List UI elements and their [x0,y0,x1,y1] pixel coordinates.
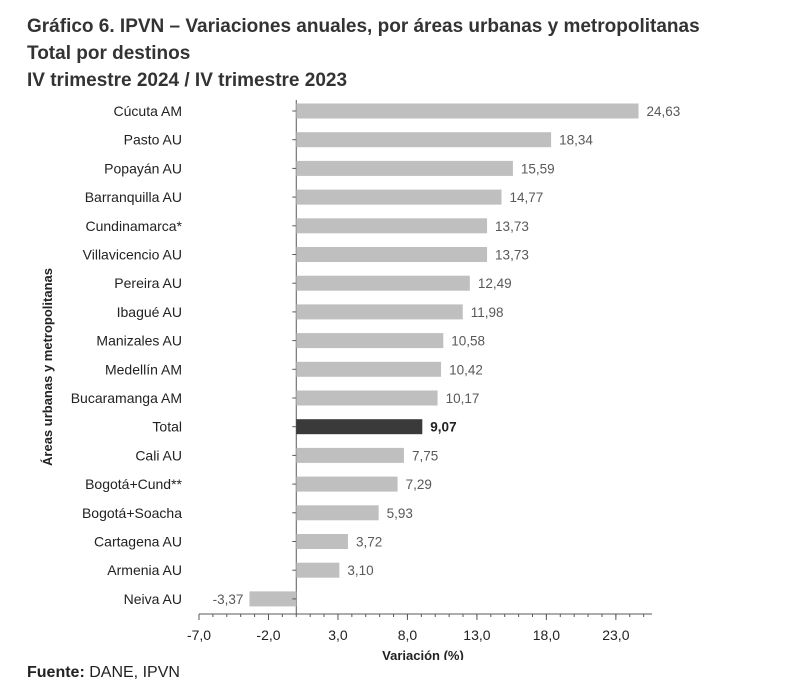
category-label: Medellín AM [105,361,182,377]
bar [249,591,297,607]
value-label: 7,29 [406,477,432,492]
chart-title: Gráfico 6. IPVN – Variaciones anuales, p… [27,16,700,37]
bar [296,476,398,492]
bar [296,333,444,349]
bar [296,447,404,463]
value-label: 15,59 [521,161,555,176]
bar [296,275,470,291]
source-label: Fuente: [27,664,85,681]
bar [296,189,502,205]
value-label: 12,49 [478,276,512,291]
chart-subtitle: Total por destinos [27,43,191,64]
value-label: 9,07 [430,420,456,435]
bar [296,103,639,119]
x-tick-label: -7,0 [187,627,211,643]
value-label: 5,93 [387,506,413,521]
bar [296,247,488,262]
bar [296,505,379,521]
bar [296,160,513,176]
category-label: Armenia AU [107,562,182,578]
value-label: 10,17 [446,391,480,406]
category-label: Cúcuta AM [114,103,182,119]
bar [296,218,488,234]
category-label: Cali AU [135,447,182,463]
category-label: Neiva AU [124,591,182,607]
x-tick-label: 8,0 [398,627,418,643]
x-tick-label: 3,0 [328,627,348,643]
category-label: Bogotá+Soacha [82,505,182,521]
category-label: Total [152,419,182,435]
value-label: 24,63 [647,104,681,119]
category-label: Cundinamarca* [86,218,183,234]
value-label: 14,77 [510,190,544,205]
x-axis-title: Variación (%) [382,648,464,660]
bar [296,562,340,578]
category-label: Popayán AU [104,160,182,176]
x-tick-label: 13,0 [463,627,490,643]
category-label: Bucaramanga AM [71,390,182,406]
value-label: 18,34 [559,133,593,148]
bar [296,304,463,320]
x-tick-label: 18,0 [533,627,560,643]
value-label: 3,10 [347,563,373,578]
bar [296,361,442,377]
bar [296,132,552,148]
bar [296,390,438,406]
value-label: 10,42 [449,362,483,377]
bar-chart: Cúcuta AM 24,63 Pasto AU 18,34 Popayán AU 15,… [40,100,681,660]
value-label: 7,75 [412,448,438,463]
value-label: 13,73 [495,219,529,234]
category-label: Ibagué AU [117,304,182,320]
y-axis-title: Áreas urbanas y metropolitanas [40,268,55,466]
chart-period: IV trimestre 2024 / IV trimestre 2023 [27,70,348,91]
category-label: Pereira AU [114,275,182,291]
category-label: Bogotá+Cund** [85,476,182,492]
value-label: 13,73 [495,248,529,263]
value-label: -3,37 [213,592,244,607]
bar [296,419,423,435]
value-label: 10,58 [451,334,485,349]
category-label: Cartagena AU [94,534,182,550]
source-text: DANE, IPVN [84,664,180,681]
category-label: Barranquilla AU [85,189,182,205]
category-label: Pasto AU [124,132,182,148]
category-label: Manizales AU [96,333,182,349]
source-note: Fuente: DANE, IPVN [27,664,180,682]
value-label: 3,72 [356,535,382,550]
x-tick-label: -2,0 [256,627,280,643]
value-label: 11,98 [471,305,504,320]
category-label: Villavicencio AU [83,247,182,263]
bar [296,534,348,549]
x-tick-label: 23,0 [602,627,629,643]
